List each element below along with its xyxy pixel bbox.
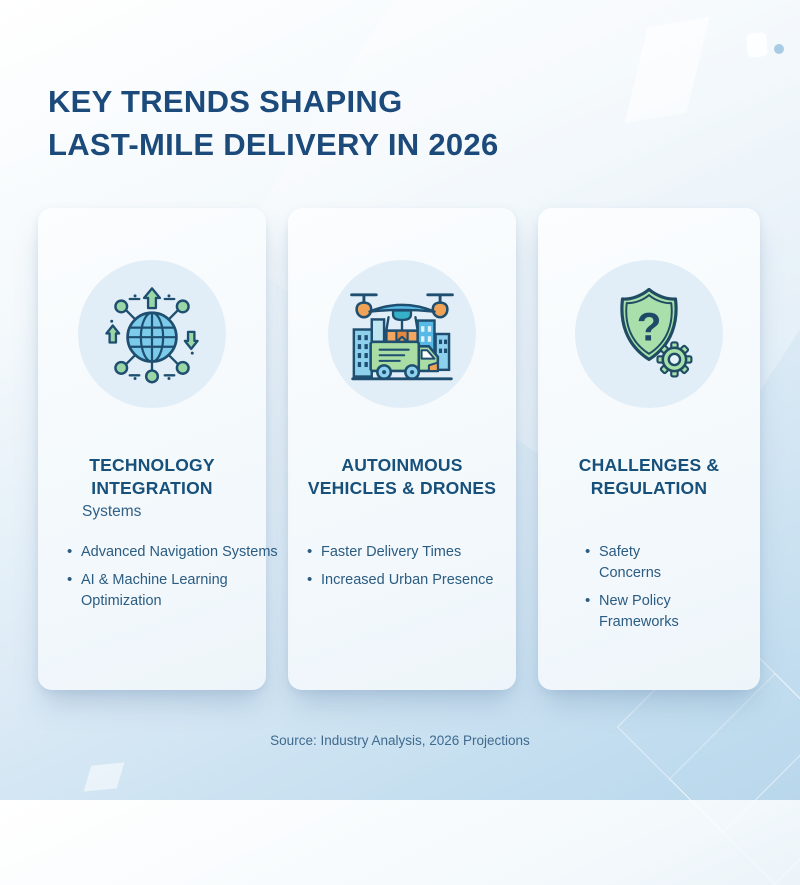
card-autonomous-vehicles-drones: AUTOINMOUS VEHICLES & DRONES Faster Deli… [288, 208, 516, 690]
infographic-page: { "page": { "title_line1": "KEY TRENDS S… [0, 0, 800, 800]
bullet-list: Safety Concerns New Policy Frameworks [538, 541, 760, 640]
icon-circle: ? [575, 260, 723, 408]
drone-truck-city-icon [350, 293, 454, 381]
delivery-truck [369, 340, 440, 381]
page-title-line2: LAST-MILE DELIVERY IN 2026 [48, 127, 499, 162]
shield-question-gear-icon: ? [620, 287, 693, 378]
card-subtitle: Systems [82, 503, 142, 520]
bullet-item: Increased Urban Presence [306, 569, 516, 591]
page-title-line1: KEY TRENDS SHAPING [48, 84, 403, 119]
bg-dot-top-right [774, 44, 784, 54]
bullet-list: Faster Delivery Times Increased Urban Pr… [288, 541, 516, 598]
arrow-up-left-icon [105, 324, 121, 344]
bg-parallelogram-top-right [624, 16, 710, 124]
bg-square-top-right [745, 32, 769, 58]
question-mark: ? [637, 304, 662, 349]
network-nodes [114, 299, 190, 384]
card-title-line1: AUTOINMOUS [341, 455, 463, 475]
bullet-item: Safety Concerns [584, 541, 704, 584]
cards-row: TECHNOLOGY INTEGRATION Systems Advanced … [38, 208, 760, 690]
card-challenges-regulation: ? CHALLENGES & REGULATION Safety [538, 208, 760, 690]
card-title: TECHNOLOGY INTEGRATION [38, 454, 266, 500]
card-technology-integration: TECHNOLOGY INTEGRATION Systems Advanced … [38, 208, 278, 690]
drone [350, 293, 454, 332]
source-citation: Source: Industry Analysis, 2026 Projecti… [270, 733, 530, 748]
shield: ? [620, 287, 678, 362]
icon-circle [328, 260, 476, 408]
gear-icon [656, 341, 693, 378]
bullet-item: AI & Machine Learning Optimization [66, 569, 266, 612]
globe [126, 311, 178, 363]
bg-diamond-outline-2 [668, 672, 800, 885]
page-title: KEY TRENDS SHAPING LAST-MILE DELIVERY IN… [48, 80, 499, 166]
bullet-item: Advanced Navigation Systems [66, 541, 278, 563]
card-title-line2: INTEGRATION [91, 478, 213, 498]
card-title-line1: TECHNOLOGY [89, 455, 215, 475]
arrow-up-icon [142, 287, 162, 310]
card-title-line2: REGULATION [590, 478, 708, 498]
arrows [105, 287, 199, 351]
card-title: AUTOINMOUS VEHICLES & DRONES [288, 454, 516, 500]
bg-parallelogram-bottom-left [83, 762, 125, 792]
card-title-line2: VEHICLES & DRONES [307, 478, 497, 498]
card-title-line1: CHALLENGES & [578, 455, 720, 475]
arrow-down-icon [183, 330, 199, 351]
dots [110, 294, 194, 381]
bullet-item: New Policy Frameworks [584, 590, 704, 633]
globe-network-icon [105, 287, 199, 384]
bullet-item: Faster Delivery Times [306, 541, 516, 563]
icon-circle [78, 260, 226, 408]
card-title: CHALLENGES & REGULATION [538, 454, 760, 500]
bullet-list: Advanced Navigation Systems AI & Machine… [38, 541, 278, 619]
